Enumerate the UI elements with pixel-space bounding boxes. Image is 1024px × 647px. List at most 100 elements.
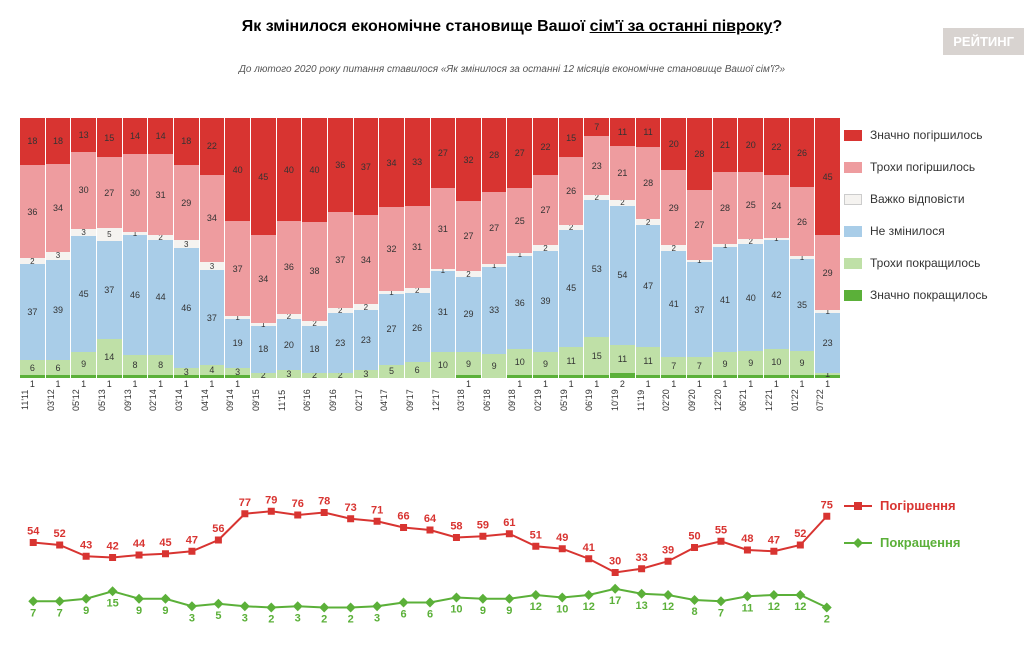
legend-swatch bbox=[844, 162, 862, 173]
bar-column: 1104212422 bbox=[764, 118, 789, 378]
bar-segment-much_worse: 14 bbox=[148, 118, 173, 154]
bar-column: 112312945 bbox=[815, 118, 840, 378]
bar-segment-slightly_worse: 31 bbox=[148, 154, 173, 235]
line-marker bbox=[506, 530, 513, 537]
bar-segment-much_worse: 45 bbox=[251, 118, 276, 235]
bar-segment-slightly_better: 15 bbox=[584, 337, 609, 376]
line-marker bbox=[637, 589, 647, 599]
stacked-bar-chart: 1637236181639334181945330131143752715184… bbox=[20, 118, 840, 418]
line-value-label: 42 bbox=[106, 541, 118, 553]
bar-column: 192922732 bbox=[456, 118, 481, 378]
line-marker bbox=[188, 548, 195, 555]
x-axis-label: 09'13 bbox=[123, 382, 148, 418]
line-marker bbox=[425, 598, 435, 608]
bar-segment-slightly_worse: 30 bbox=[71, 152, 96, 229]
legend-swatch bbox=[844, 258, 862, 269]
bar-segment-not_changed: 37 bbox=[97, 241, 122, 338]
line-value-label: 12 bbox=[662, 601, 674, 613]
bar-segment-much_worse: 18 bbox=[46, 118, 71, 164]
bar-segment-much_better: 1 bbox=[738, 375, 763, 378]
legend-label: Трохи погіршилось bbox=[870, 160, 975, 174]
bar-segment-much_better: 1 bbox=[713, 375, 738, 378]
bar-segment-not_changed: 54 bbox=[610, 206, 635, 345]
legend-swatch bbox=[844, 226, 862, 237]
line-value-label: 55 bbox=[715, 524, 727, 536]
bar-segment-hard_to_say: 2 bbox=[277, 314, 302, 319]
bar-segment-slightly_worse: 27 bbox=[533, 175, 558, 245]
bar-segment-much_worse: 13 bbox=[71, 118, 96, 151]
legend-label: Значно погіршилось bbox=[870, 128, 982, 142]
bar-column: 103113127 bbox=[431, 118, 456, 378]
line-value-label: 7 bbox=[30, 607, 36, 619]
bar-segment-not_changed: 35 bbox=[790, 259, 815, 352]
bar-segment-hard_to_say: 2 bbox=[148, 235, 173, 240]
bar-segment-much_better: 1 bbox=[559, 375, 584, 378]
line-marker bbox=[717, 538, 724, 545]
bar-segment-not_changed: 46 bbox=[174, 248, 199, 368]
bar-segment-not_changed: 37 bbox=[200, 270, 225, 365]
bar-column: 163723618 bbox=[20, 118, 45, 378]
bar-segment-much_worse: 40 bbox=[277, 118, 302, 221]
line-marker bbox=[30, 539, 37, 546]
bar-column: 173712728 bbox=[687, 118, 712, 378]
bar-segment-slightly_worse: 38 bbox=[302, 222, 327, 321]
bar-segment-slightly_worse: 27 bbox=[482, 192, 507, 264]
bar-segment-not_changed: 45 bbox=[559, 230, 584, 347]
bar-segment-much_better: 1 bbox=[764, 375, 789, 378]
line-value-label: 52 bbox=[54, 528, 66, 540]
bar-segment-slightly_worse: 29 bbox=[815, 235, 840, 310]
bar-segment-hard_to_say: 1 bbox=[790, 256, 815, 259]
bar-segment-much_worse: 37 bbox=[354, 118, 379, 215]
bar-segment-hard_to_say: 1 bbox=[123, 232, 148, 235]
line-value-label: 78 bbox=[318, 496, 330, 508]
bar-segment-not_changed: 41 bbox=[661, 251, 686, 358]
line-value-label: 52 bbox=[794, 528, 806, 540]
bar-segment-slightly_better: 10 bbox=[431, 352, 456, 378]
bar-segment-slightly_better: 2 bbox=[302, 373, 327, 378]
x-axis-label: 09'20 bbox=[687, 382, 712, 418]
line-marker bbox=[479, 533, 486, 540]
bar-segment-not_changed: 33 bbox=[482, 267, 507, 355]
bar-segment-much_worse: 40 bbox=[302, 118, 327, 222]
chart-title: Як змінилося економічне становище Вашої … bbox=[0, 18, 1024, 36]
x-axis-label: 09'15 bbox=[251, 382, 276, 418]
bar-column: 1114722811 bbox=[636, 118, 661, 378]
line-marker bbox=[690, 595, 700, 605]
bar-column: 52713234 bbox=[379, 118, 404, 378]
bar-column: 21813445 bbox=[251, 118, 276, 378]
x-axis-label: 03'12 bbox=[46, 382, 71, 418]
line-value-label: 71 bbox=[371, 504, 383, 516]
x-axis-label: 12'21 bbox=[764, 382, 789, 418]
bar-column: 131913740 bbox=[225, 118, 250, 378]
bar-segment-slightly_better: 8 bbox=[123, 355, 148, 376]
bar-segment-slightly_better: 2 bbox=[251, 373, 276, 378]
line-marker bbox=[532, 543, 539, 550]
x-axis-label: 12'20 bbox=[713, 382, 738, 418]
line-value-label: 39 bbox=[662, 544, 674, 556]
line-value-label: 2 bbox=[268, 614, 274, 626]
bar-segment-hard_to_say: 2 bbox=[302, 321, 327, 326]
bar-segment-slightly_better: 6 bbox=[405, 362, 430, 378]
x-axis-label: 11'15 bbox=[277, 382, 302, 418]
line-marker bbox=[241, 510, 248, 517]
bar-segment-much_better: 1 bbox=[687, 375, 712, 378]
bar-segment-much_better: 2 bbox=[610, 373, 635, 378]
legend-label: Трохи покращилось bbox=[870, 256, 980, 270]
bar-segment-not_changed: 37 bbox=[20, 264, 45, 360]
bar-segment-not_changed: 37 bbox=[687, 262, 712, 357]
bar-segment-not_changed: 46 bbox=[123, 235, 148, 355]
x-axis-label: 03'18 bbox=[456, 382, 481, 418]
x-axis-label: 02'20 bbox=[661, 382, 686, 418]
bar-segment-hard_to_say: 2 bbox=[559, 225, 584, 230]
line-legend: ПогіршенняПокращення bbox=[844, 498, 1004, 572]
bar-column: 32323437 bbox=[354, 118, 379, 378]
bar-segment-slightly_worse: 24 bbox=[764, 175, 789, 237]
line-value-label: 66 bbox=[397, 511, 409, 523]
line-marker bbox=[797, 542, 804, 549]
bar-segment-much_worse: 28 bbox=[482, 118, 507, 192]
x-axis-label: 05'12 bbox=[71, 382, 96, 418]
line-value-label: 61 bbox=[503, 517, 515, 529]
bar-column: 194022520 bbox=[738, 118, 763, 378]
bar-segment-hard_to_say: 2 bbox=[405, 288, 430, 293]
bar-segment-hard_to_say: 2 bbox=[584, 195, 609, 200]
